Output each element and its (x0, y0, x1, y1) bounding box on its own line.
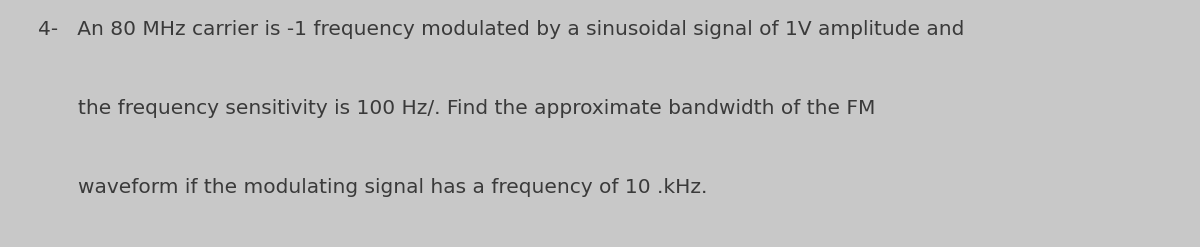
Text: 4-   An 80 MHz carrier is -1 frequency modulated by a sinusoidal signal of 1V am: 4- An 80 MHz carrier is -1 frequency mod… (38, 20, 965, 39)
Text: waveform if the modulating signal has a frequency of 10 .kHz.: waveform if the modulating signal has a … (78, 178, 707, 197)
Text: the frequency sensitivity is 100 Hz/. Find the approximate bandwidth of the FM: the frequency sensitivity is 100 Hz/. Fi… (78, 99, 875, 118)
